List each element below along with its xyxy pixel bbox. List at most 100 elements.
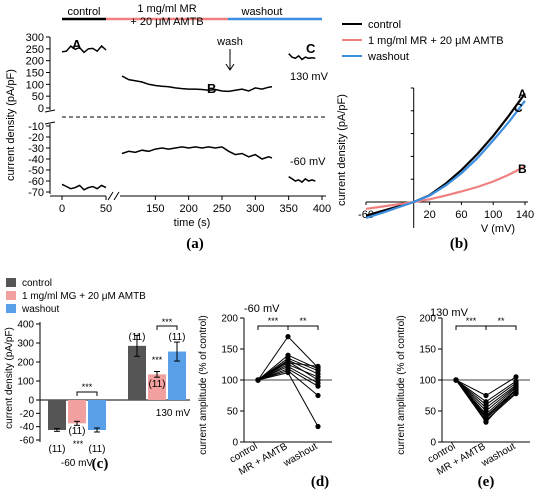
pair-ytick-label: 50 <box>227 407 239 418</box>
b-ylabel: current density (pA/pF) <box>336 94 348 206</box>
c-ytick-label: -40 <box>20 422 35 433</box>
b-letter-c: C <box>514 101 523 115</box>
c-n-label: (11) <box>68 426 85 437</box>
pair-point <box>513 374 519 380</box>
pair-ytick-label: 150 <box>221 345 238 356</box>
wash-arrow-icon <box>225 63 235 71</box>
pair-sig-label: ** <box>299 316 307 326</box>
c-ytick-label: 400 <box>17 320 34 331</box>
a-trace-washout-neg <box>288 175 316 184</box>
c-category-label: -60 mV <box>61 458 94 469</box>
c-n-label: (11) <box>88 444 105 455</box>
pair-ytick-label: 150 <box>419 345 436 356</box>
a-yaxis-break-icon <box>44 109 56 125</box>
c-bar <box>88 400 106 430</box>
a-axes <box>44 37 326 201</box>
caption-e: (e) <box>478 474 495 490</box>
a-ytick-label: 100 <box>26 79 44 91</box>
a-traces <box>61 44 316 191</box>
a-xlabel: time (s) <box>174 217 211 229</box>
pair-point <box>315 383 321 389</box>
c-legend: control 1 mg/ml MG + 20 μM AMTB washout <box>6 278 146 315</box>
c-n-label: (11) <box>128 332 145 343</box>
b-legend-label: 1 mg/ml MR + 20 μM AMTB <box>368 35 504 47</box>
a-ticks: 300250200150100500-10-20-30-40-50-60-700… <box>26 32 332 215</box>
b-xtick-label: 100 <box>484 209 502 221</box>
e-voltage: 130 mV <box>430 307 469 319</box>
c-sig-inner: *** <box>73 439 84 449</box>
c-category-label: 130 mV <box>156 408 191 419</box>
pair-category-label: washout <box>479 441 518 470</box>
a-xtick-label: 200 <box>179 203 197 215</box>
caption-c: (c) <box>92 456 109 472</box>
c-sig-label: *** <box>162 317 173 327</box>
pair-point <box>315 423 321 430</box>
b-letter-b: B <box>518 162 527 176</box>
voltage-neg60: -60 mV <box>290 156 326 168</box>
panel-b: control 1 mg/ml MR + 20 μM AMTB washout cu… <box>336 19 534 252</box>
c-sig-label: *** <box>82 382 93 392</box>
c-bar <box>168 351 186 400</box>
c-n-label: (11) <box>148 379 165 390</box>
pair-ytick-label: 200 <box>419 314 436 325</box>
c-n-label: (11) <box>48 444 65 455</box>
a-ylabel: current density (pA/pF) <box>5 69 17 181</box>
a-trace-control-neg <box>61 183 107 191</box>
pair-sig-bracket <box>485 325 517 330</box>
b-legend-label: control <box>368 19 401 31</box>
a-ytick-label: 250 <box>26 44 44 56</box>
c-legend-label: control <box>22 278 52 289</box>
pair-ytick-label: 50 <box>425 407 437 418</box>
pair-point <box>315 374 321 380</box>
c-ytick-label: 200 <box>17 358 34 369</box>
c-bar <box>68 400 86 424</box>
panel-d: -60 mV current amplitude (% of control) … <box>198 303 332 490</box>
c-sig-bracket <box>156 325 178 330</box>
b-xlabel: V (mV) <box>481 223 515 235</box>
caption-a: (a) <box>186 236 204 252</box>
a-xaxis-break-icon <box>107 191 120 201</box>
label-treatment-line1: 1 mg/ml MR <box>137 3 196 15</box>
letter-b: B <box>207 81 216 96</box>
c-ytick-label: -20 <box>20 409 35 420</box>
label-control: control <box>67 6 100 18</box>
a-xtick-label: 350 <box>279 203 297 215</box>
c-bar <box>148 374 166 400</box>
pair-point <box>483 392 489 399</box>
a-ytick-label: -30 <box>28 143 44 155</box>
a-xtick-label: 50 <box>100 203 112 215</box>
a-ytick-label: -60 <box>28 176 44 188</box>
pair-point <box>315 363 321 369</box>
pair-ytick-label: 100 <box>221 376 238 387</box>
a-ytick-label: 200 <box>26 56 44 68</box>
pair-sig-label: *** <box>466 316 477 326</box>
c-n-label: (11) <box>168 332 185 343</box>
c-ylabel: current density (pA/pF) <box>4 327 15 429</box>
pair-point <box>285 334 291 340</box>
letter-a: A <box>72 37 82 52</box>
c-bar <box>128 345 146 400</box>
b-traces <box>365 92 526 220</box>
c-sig-inner: *** <box>152 355 163 365</box>
c-ytick-label: 100 <box>17 377 34 388</box>
pair-ytick-label: 200 <box>221 314 238 325</box>
pair-sig-bracket <box>455 325 487 330</box>
b-trace-0 <box>365 92 526 217</box>
b-letter-a: A <box>518 87 527 101</box>
c-legend-swatch <box>6 291 16 300</box>
a-ytick-label: 0 <box>38 103 44 115</box>
b-legend: control 1 mg/ml MR + 20 μM AMTB washout <box>342 19 504 63</box>
letter-c: C <box>306 41 316 56</box>
a-trace-b <box>121 75 273 93</box>
a-xtick-label: 150 <box>146 203 164 215</box>
c-legend-label: washout <box>21 304 59 315</box>
a-ytick-label: 150 <box>26 68 44 80</box>
pair-sig-label: *** <box>268 316 279 326</box>
pair-point <box>513 386 519 392</box>
pair-ytick-label: 100 <box>419 376 436 387</box>
pair-point <box>285 369 291 376</box>
label-treatment-line2: + 20 μM AMTB <box>130 16 203 28</box>
